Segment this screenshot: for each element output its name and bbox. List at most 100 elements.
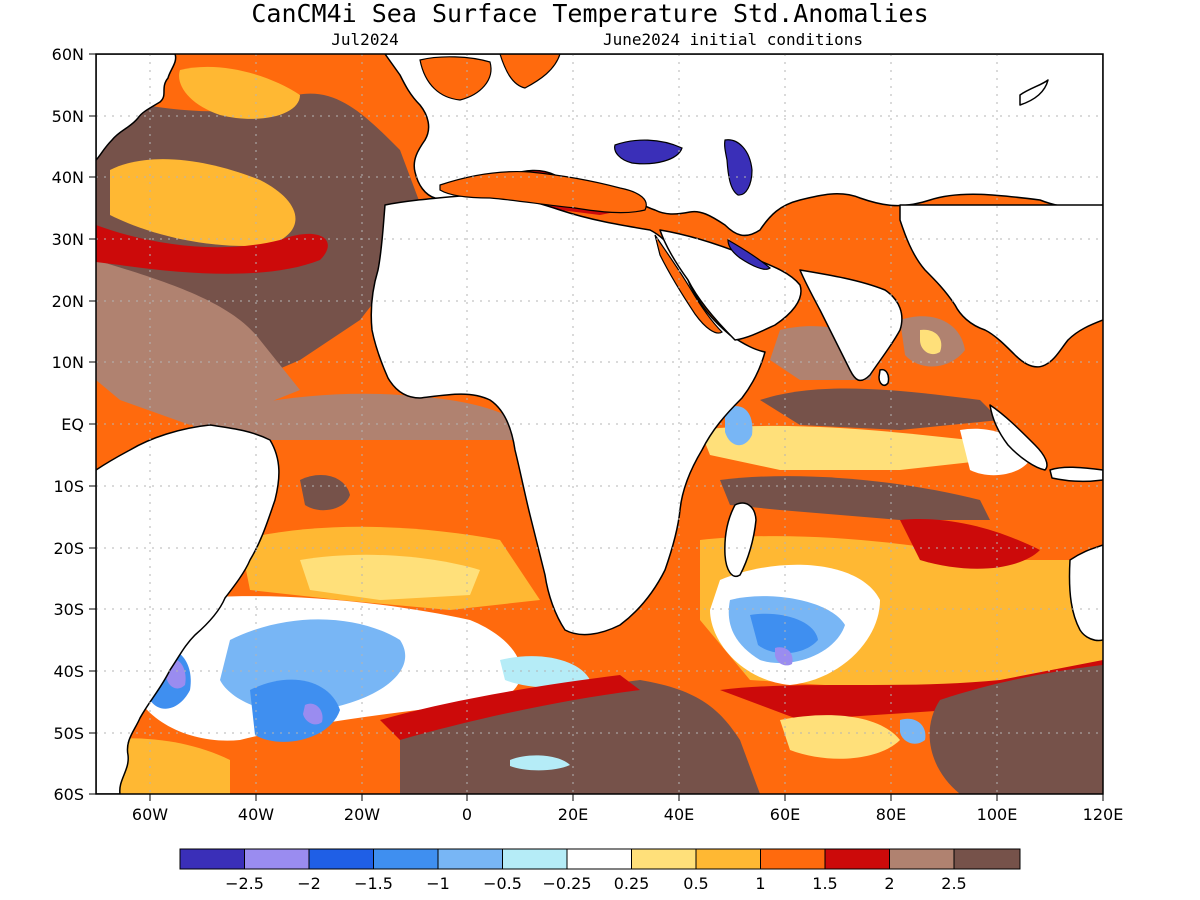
legend-swatch: [695, 848, 761, 870]
anomaly-sa-purple2: [303, 703, 323, 725]
land-north-america: [96, 54, 177, 161]
lon-label: 20E: [558, 805, 588, 824]
lat-label: EQ: [61, 415, 84, 434]
legend-swatches: [179, 848, 1021, 870]
land-masses: [96, 54, 1103, 794]
anomaly-iosouth-brown-se: [929, 665, 1103, 794]
map-plot-area: [96, 54, 1103, 794]
lat-label: 20S: [53, 539, 84, 558]
latitude-labels: 60N 50N 40N 30N 20N 10N EQ 10S 20S 30S 4…: [52, 45, 84, 804]
anomaly-na-yellow: [110, 159, 296, 246]
land-sri-lanka: [878, 368, 890, 386]
anomaly-io-yellow: [700, 425, 990, 470]
legend-label: −1.5: [354, 874, 393, 893]
legend-swatch: [502, 848, 568, 870]
legend-labels: −2.5 −2 −1.5 −1 −0.5 −0.25 0.25 0.5 1 1.…: [225, 874, 967, 893]
lat-label: 40N: [52, 168, 84, 187]
anomaly-sa-blue: [250, 679, 340, 742]
land-australia: [1068, 544, 1103, 642]
map-gridlines: [96, 54, 1103, 794]
lon-label: 40E: [664, 805, 694, 824]
lon-label: 100E: [977, 805, 1018, 824]
land-south-america: [96, 424, 280, 794]
legend-label: −0.5: [483, 874, 522, 893]
sea-caspian: [724, 139, 753, 196]
anomaly-so-yellow-west: [96, 738, 230, 794]
anomaly-io-lightblue-somali: [725, 406, 753, 446]
land-madagascar: [724, 502, 757, 577]
lon-label: 60E: [770, 805, 800, 824]
lon-label: 40W: [238, 805, 274, 824]
land-india: [799, 269, 903, 382]
lon-label: 80E: [876, 805, 906, 824]
initial-conditions-label: June2024 initial conditions: [603, 30, 863, 49]
legend-label: −1: [426, 874, 450, 893]
valid-month-label: Jul2024: [331, 30, 398, 49]
anomaly-ta-brown-blob: [300, 475, 350, 511]
legend-swatch: [179, 848, 245, 870]
land-sumatra: [989, 404, 1048, 471]
lat-label: 30S: [53, 600, 84, 619]
anomaly-na-red: [96, 225, 328, 274]
anomaly-iosouth-red: [900, 519, 1040, 569]
lat-label: 10N: [52, 353, 84, 372]
legend-swatch: [953, 848, 1021, 870]
sea-black: [614, 139, 683, 165]
legend-swatch: [889, 848, 955, 870]
anomaly-so-lightblue: [510, 755, 570, 771]
lat-label: 50N: [52, 107, 84, 126]
axis-ticks: [89, 53, 1104, 801]
inner-seas: [419, 54, 771, 334]
anomaly-iosouth-blue: [750, 613, 818, 654]
legend-label: 0.25: [614, 874, 650, 893]
legend-label: −2.5: [225, 874, 264, 893]
legend-swatch: [566, 848, 632, 870]
legend-swatch: [308, 848, 374, 870]
anomaly-io-brown-band: [720, 476, 990, 520]
lat-label: 30N: [52, 230, 84, 249]
sea-baltic: [499, 54, 561, 89]
legend-label: 1.5: [812, 874, 837, 893]
anomaly-sa-lightblue2: [500, 656, 590, 688]
sea-persian-gulf: [727, 238, 771, 270]
lon-label: 60W: [132, 805, 168, 824]
anomaly-ta-lightbrown: [190, 393, 520, 440]
lat-label: 50S: [53, 724, 84, 743]
lat-label: 40S: [53, 662, 84, 681]
land-se-asia: [899, 204, 1103, 368]
lon-label: 120E: [1083, 805, 1124, 824]
longitude-labels: 60W 40W 20W 0 20E 40E 60E 80E 100E 120E: [132, 805, 1123, 824]
anomaly-iosouth-blue-s: [900, 718, 926, 744]
anomaly-io-brown: [760, 388, 1000, 430]
anomaly-ta-lightyellow: [300, 554, 480, 600]
legend-swatch: [244, 848, 310, 870]
anomaly-field: [96, 66, 1103, 794]
anomaly-ta-orange: [200, 440, 540, 560]
anomaly-iosouth-yellow-s: [780, 715, 900, 759]
legend-label: 1: [755, 874, 765, 893]
land-japan: [1019, 79, 1049, 106]
map-title: CanCM4i Sea Surface Temperature Std.Anom…: [251, 0, 928, 28]
lat-label: 10S: [53, 477, 84, 496]
sea-red: [654, 234, 723, 334]
legend-label: 2: [884, 874, 894, 893]
legend-label: −0.25: [542, 874, 591, 893]
legend-label: −2: [297, 874, 321, 893]
legend-swatch: [760, 848, 826, 870]
anomaly-na-yellow2: [179, 66, 300, 119]
lat-label: 60S: [53, 785, 84, 804]
lon-label: 20W: [344, 805, 380, 824]
land-borneo-java: [1049, 466, 1103, 483]
lon-label: 0: [462, 805, 472, 824]
lat-label: 20N: [52, 292, 84, 311]
color-legend: −2.5 −2 −1.5 −1 −0.5 −0.25 0.25 0.5 1 1.…: [179, 848, 1021, 893]
legend-label: 2.5: [941, 874, 966, 893]
land-africa: [370, 193, 766, 636]
legend-swatch: [631, 848, 697, 870]
legend-swatch: [437, 848, 503, 870]
sea-mediterranean: [439, 171, 647, 214]
legend-swatch: [373, 848, 439, 870]
lat-label: 60N: [52, 45, 84, 64]
legend-swatch: [824, 848, 890, 870]
anomaly-iosouth-purple: [775, 647, 793, 666]
